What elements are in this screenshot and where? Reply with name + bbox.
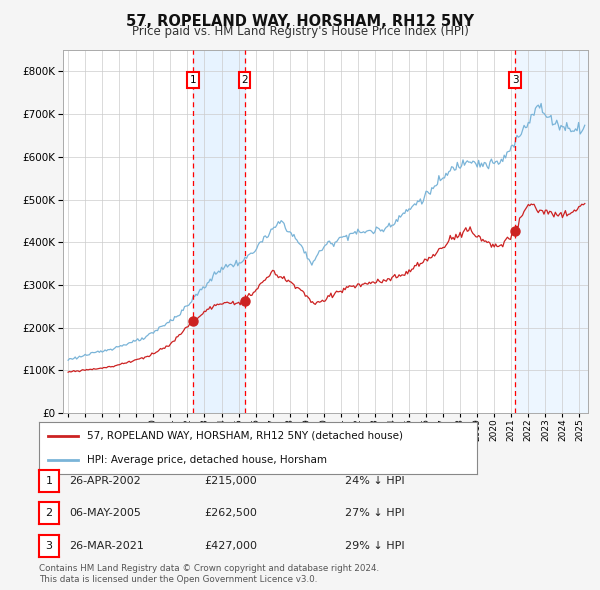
Text: 2: 2 — [241, 75, 248, 85]
Text: 1: 1 — [190, 75, 196, 85]
Text: 1: 1 — [46, 476, 52, 486]
Text: £215,000: £215,000 — [204, 476, 257, 486]
Text: 57, ROPELAND WAY, HORSHAM, RH12 5NY (detached house): 57, ROPELAND WAY, HORSHAM, RH12 5NY (det… — [87, 431, 403, 441]
Text: 2: 2 — [46, 509, 52, 518]
Text: This data is licensed under the Open Government Licence v3.0.: This data is licensed under the Open Gov… — [39, 575, 317, 584]
Text: HPI: Average price, detached house, Horsham: HPI: Average price, detached house, Hors… — [87, 455, 327, 465]
Text: £427,000: £427,000 — [204, 541, 257, 550]
Bar — [515, 50, 588, 413]
Text: £262,500: £262,500 — [204, 509, 257, 518]
Text: Price paid vs. HM Land Registry's House Price Index (HPI): Price paid vs. HM Land Registry's House … — [131, 25, 469, 38]
Text: 06-MAY-2005: 06-MAY-2005 — [69, 509, 141, 518]
Text: 24% ↓ HPI: 24% ↓ HPI — [345, 476, 404, 486]
Bar — [193, 50, 245, 413]
Text: 3: 3 — [512, 75, 518, 85]
Text: Contains HM Land Registry data © Crown copyright and database right 2024.: Contains HM Land Registry data © Crown c… — [39, 565, 379, 573]
Text: 26-APR-2002: 26-APR-2002 — [69, 476, 141, 486]
Text: 26-MAR-2021: 26-MAR-2021 — [69, 541, 144, 550]
Text: 27% ↓ HPI: 27% ↓ HPI — [345, 509, 404, 518]
Text: 57, ROPELAND WAY, HORSHAM, RH12 5NY: 57, ROPELAND WAY, HORSHAM, RH12 5NY — [126, 14, 474, 29]
Text: 3: 3 — [46, 541, 52, 550]
Text: 29% ↓ HPI: 29% ↓ HPI — [345, 541, 404, 550]
